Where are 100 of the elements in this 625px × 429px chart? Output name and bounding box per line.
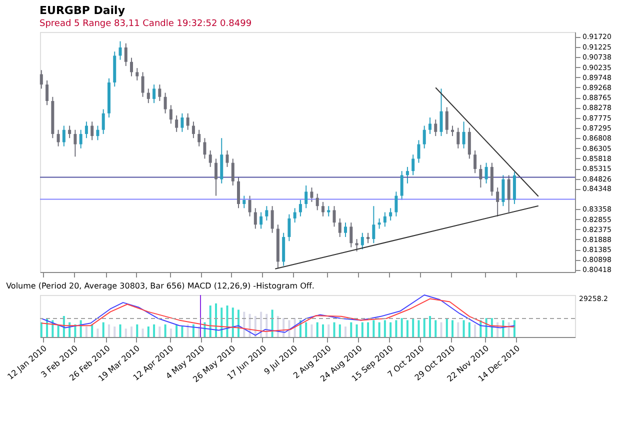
bar (328, 324, 330, 337)
candlestick (242, 195, 246, 209)
bar (102, 322, 104, 337)
candlestick (507, 174, 510, 213)
bar (395, 320, 398, 337)
candlestick (203, 138, 206, 160)
candlestick (400, 170, 404, 200)
bar (468, 322, 470, 337)
chart-title: EURGBP Daily (40, 4, 125, 17)
bar (452, 320, 454, 337)
candlestick (474, 150, 477, 174)
bar (400, 318, 403, 337)
bar (378, 322, 380, 337)
bar (367, 322, 370, 337)
candlestick (254, 208, 257, 230)
candlestick (451, 125, 454, 137)
candlestick (79, 129, 82, 149)
candlestick (434, 119, 438, 137)
bar (508, 322, 510, 337)
bar (119, 324, 122, 337)
bar (214, 303, 217, 337)
bar (462, 320, 465, 337)
candlestick (164, 92, 167, 114)
candlestick (355, 238, 358, 252)
candlestick (141, 72, 144, 98)
candlestick (180, 112, 184, 132)
candlestick (479, 164, 482, 188)
bar (220, 308, 223, 337)
bar (356, 324, 358, 337)
bar (85, 326, 88, 337)
candlestick (288, 214, 291, 242)
bar (260, 312, 262, 337)
candlestick (327, 206, 330, 217)
candlestick (186, 112, 190, 130)
candlestick (175, 114, 178, 132)
bar (209, 306, 212, 337)
bar (338, 324, 341, 337)
candlestick (74, 129, 77, 158)
candlestick (124, 42, 128, 66)
bar (390, 322, 392, 337)
bar (153, 324, 156, 337)
bar (232, 308, 234, 337)
candlestick (237, 176, 240, 209)
text: Volume (Period 20, Average 30803, Bar 656) MACD (12,26,9) -Histogram Off. (6, 282, 314, 290)
candlestick (484, 162, 488, 184)
candlestick (310, 187, 314, 202)
candlestick (146, 88, 150, 104)
bar (406, 320, 408, 337)
bar (186, 324, 189, 337)
candlestick (118, 40, 122, 60)
candlestick (260, 212, 263, 230)
candlestick (96, 125, 100, 141)
candlestick (321, 201, 324, 217)
bar (198, 326, 200, 337)
bar (243, 312, 246, 337)
bar (226, 306, 228, 337)
bar (344, 326, 347, 337)
candlestick (468, 127, 471, 160)
bar (423, 318, 426, 337)
candlestick (62, 125, 66, 147)
candlestick (46, 80, 49, 106)
bar (108, 324, 110, 337)
candlestick (417, 140, 420, 164)
bar (322, 324, 324, 337)
candlestick (496, 187, 500, 217)
bar (164, 324, 166, 337)
candlestick (158, 84, 162, 102)
bar (428, 316, 431, 337)
candlestick (214, 158, 218, 196)
candlestick (462, 121, 466, 149)
bar (457, 322, 460, 337)
candlestick (366, 232, 370, 244)
candlestick (428, 116, 432, 134)
bar (176, 324, 178, 337)
candlestick (406, 166, 409, 184)
candlestick (265, 206, 268, 221)
candlestick (136, 68, 139, 81)
bar (124, 328, 127, 337)
candlestick (332, 206, 336, 228)
candlestick (198, 129, 201, 147)
bar (288, 320, 290, 337)
text: Spread 5 Range 83,11 Candle 19:32:52 0.8499 (40, 19, 252, 29)
bar (142, 328, 144, 337)
bar (271, 310, 274, 337)
bar (434, 320, 437, 337)
candlestick (412, 154, 415, 176)
candlestick (316, 193, 319, 211)
candlestick (40, 70, 43, 90)
candlestick (338, 218, 342, 238)
candlestick (502, 174, 505, 207)
candlestick (394, 191, 398, 217)
candlestick (226, 150, 229, 168)
candlestick (169, 104, 172, 124)
bar (513, 320, 516, 337)
bar (361, 322, 364, 337)
bar (350, 322, 352, 337)
candlestick (68, 125, 72, 139)
bar (136, 324, 138, 337)
candlestick (293, 208, 296, 224)
candlestick (360, 232, 364, 250)
